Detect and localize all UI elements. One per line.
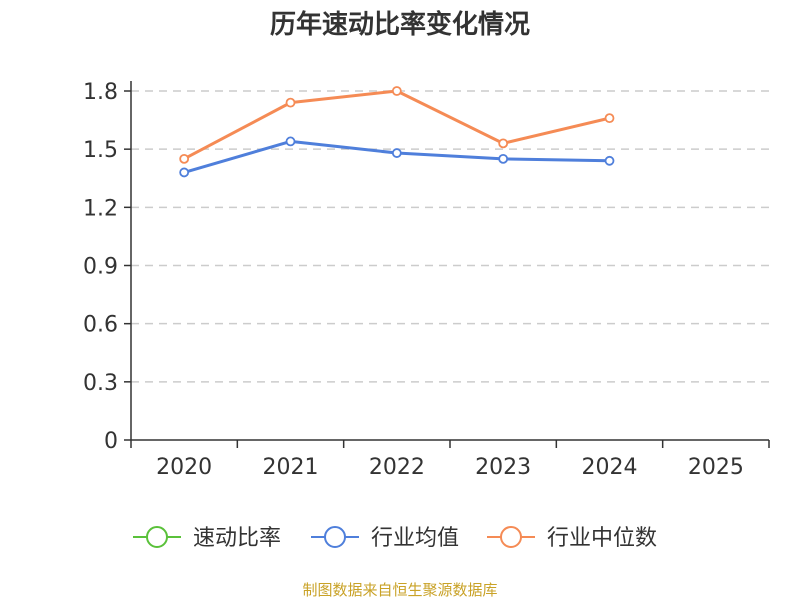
y-tick-label: 1.8	[83, 80, 118, 105]
legend-circle-icon	[324, 526, 346, 548]
data-point[interactable]	[179, 167, 190, 178]
legend-circle-icon	[500, 526, 522, 548]
x-tick-label: 2021	[263, 455, 319, 480]
chart-title: 历年速动比率变化情况	[270, 9, 530, 40]
legend-label: 速动比率	[193, 526, 281, 551]
legend-circle-icon	[146, 526, 168, 548]
y-tick-label: 0	[104, 429, 118, 454]
series-2	[179, 86, 615, 164]
x-tick-label: 2022	[369, 455, 425, 480]
x-tick-label: 2025	[688, 455, 744, 480]
data-point[interactable]	[391, 148, 402, 158]
series-1	[179, 136, 615, 178]
legend-item[interactable]: 行业中位数	[487, 526, 657, 551]
legend[interactable]: 速动比率 行业均值 行业中位数	[133, 526, 657, 551]
x-tick-label: 2024	[582, 455, 638, 480]
data-point[interactable]	[285, 136, 296, 147]
series	[179, 86, 615, 178]
legend-label: 行业均值	[371, 526, 459, 551]
data-point[interactable]	[498, 153, 509, 164]
y-tick-label: 0.3	[83, 371, 118, 396]
data-point[interactable]	[391, 86, 402, 96]
grid-lines	[131, 90, 769, 383]
legend-item[interactable]: 速动比率	[133, 526, 281, 551]
axes: 0 0.3 0.6 0.9 1.2 1.5 1.8 2020 2021 2022 2023 2024 2…	[83, 80, 770, 480]
legend-label: 行业中位数	[547, 526, 657, 551]
data-point[interactable]	[179, 153, 190, 164]
data-point[interactable]	[285, 97, 296, 108]
x-tick-label: 2020	[156, 455, 212, 480]
x-tick-label: 2023	[475, 455, 531, 480]
y-tick-label: 0.9	[83, 255, 118, 280]
y-tick-label: 0.6	[83, 313, 118, 338]
legend-item[interactable]: 行业均值	[311, 526, 459, 551]
data-point[interactable]	[498, 138, 509, 149]
data-source-note: 制图数据来自恒生聚源数据库	[302, 581, 497, 599]
data-point[interactable]	[604, 155, 615, 166]
data-point[interactable]	[604, 113, 615, 124]
y-tick-label: 1.2	[83, 196, 118, 221]
y-tick-label: 1.5	[83, 138, 118, 163]
